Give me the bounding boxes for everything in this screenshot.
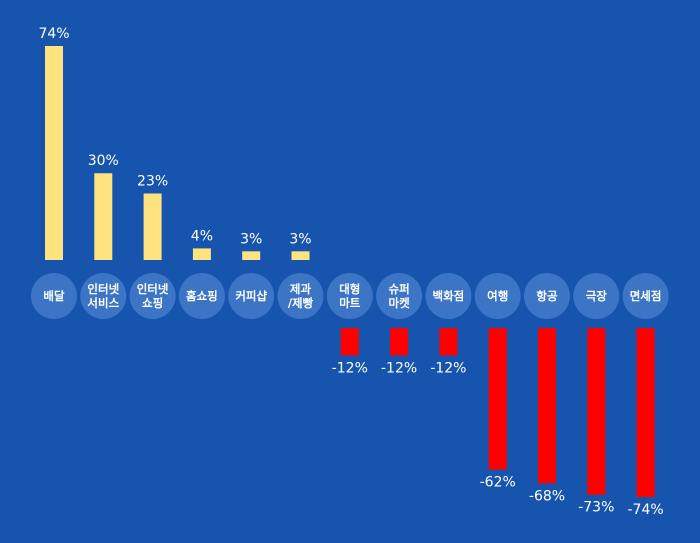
category-bubble-9 [474,273,521,319]
bar-5 [291,251,310,260]
bar-12 [636,328,655,497]
value-label-2: 23% [137,173,168,189]
category-label-11: 극장 [586,289,608,303]
value-label-10: -68% [529,488,565,504]
value-label-11: -73% [578,500,614,516]
bar-10 [538,328,556,484]
category-label-1: 인터넷 서비스 [87,282,119,310]
category-bubble-2 [129,273,176,319]
category-label-0: 배달 [43,289,65,303]
category-bubble-12 [622,273,669,319]
bar-11 [587,328,606,495]
category-label-10: 항공 [536,289,558,303]
bar-8 [439,328,458,356]
value-label-7: -12% [381,360,417,376]
category-bubble-6 [326,273,373,319]
bar-6 [340,328,359,356]
value-label-0: 74% [38,26,69,42]
value-label-8: -12% [430,360,466,376]
category-bubble-10 [524,273,570,319]
category-bubble-4 [228,273,275,319]
value-label-9: -62% [480,475,516,491]
bar-9 [488,328,507,470]
category-label-6: 대형 마트 [339,282,361,310]
value-label-5: 3% [289,231,311,247]
category-bubble-5 [277,273,324,319]
category-bubble-8 [425,273,472,319]
value-label-3: 4% [191,228,213,244]
bar-7 [390,328,409,356]
category-bubble-3 [178,273,225,319]
category-bubble-11 [573,273,620,319]
category-label-7: 슈퍼 마켓 [389,282,411,310]
bar-2 [143,193,162,260]
category-label-4: 커피샵 [235,289,267,303]
category-label-3: 홈쇼핑 [186,289,218,303]
bar-0 [45,46,63,260]
category-bubble-1 [80,273,127,319]
value-label-4: 3% [240,231,262,247]
category-bubble-0 [31,273,77,319]
value-label-12: -74% [628,502,664,518]
category-label-9: 여행 [487,289,508,303]
category-label-5: 제과/제빵 [288,282,314,310]
category-label-12: 면세점 [630,289,662,303]
category-bubble-7 [376,273,423,319]
bar-4 [242,251,261,260]
bar-1 [94,173,113,260]
value-label-6: -12% [332,360,368,376]
category-label-8: 백화점 [433,289,465,303]
category-label-2: 인터넷 쇼핑 [137,282,169,310]
bar-3 [192,248,211,260]
value-label-1: 30% [88,153,119,169]
